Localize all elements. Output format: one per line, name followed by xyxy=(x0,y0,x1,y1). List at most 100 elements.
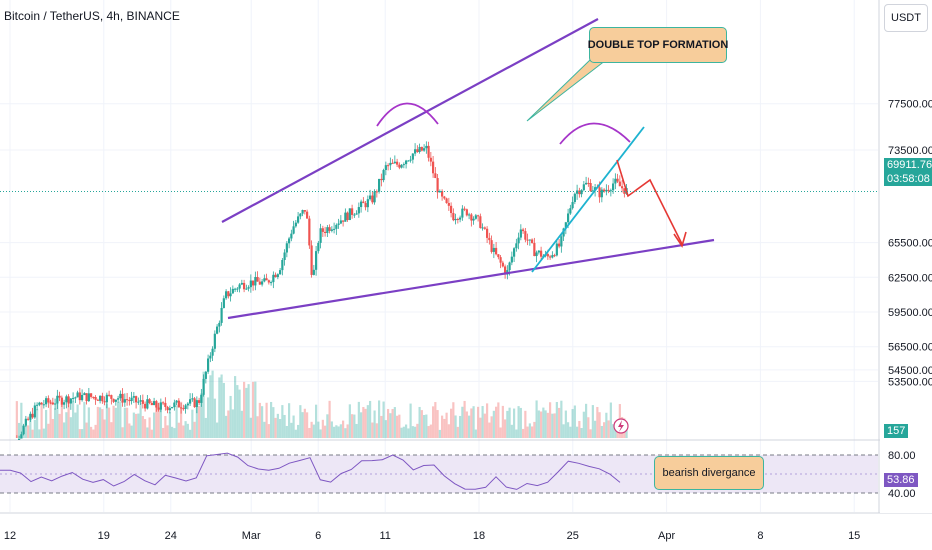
candle-body xyxy=(445,198,448,203)
volume-bar xyxy=(366,405,369,438)
volume-bar xyxy=(609,402,612,438)
volume-bar xyxy=(60,404,63,438)
volume-bar xyxy=(164,416,167,438)
candle-body xyxy=(254,277,257,286)
candle-body xyxy=(299,213,302,217)
volume-bar xyxy=(114,407,117,438)
candle-body xyxy=(112,398,115,402)
candle-body xyxy=(150,402,153,406)
candle-body xyxy=(141,400,144,404)
candle-body xyxy=(400,165,403,168)
candle-body xyxy=(83,393,86,395)
volume-bar xyxy=(537,410,540,438)
volume-bar xyxy=(391,409,394,438)
countdown-tag: 03:58:08 xyxy=(884,172,932,186)
volume-bar xyxy=(501,405,504,438)
currency-button[interactable]: USDT xyxy=(884,4,928,32)
volume-bar xyxy=(499,427,502,438)
candle-body xyxy=(123,399,126,403)
candle-body xyxy=(99,395,102,401)
candle-body xyxy=(378,178,381,192)
candle-body xyxy=(328,227,331,231)
candle-body xyxy=(429,157,432,162)
volume-bar xyxy=(351,414,354,438)
volume-bar xyxy=(31,429,34,438)
price-tick-label: 62500.00 xyxy=(888,272,932,284)
candle-body xyxy=(130,397,133,402)
candle-body xyxy=(319,228,322,243)
volume-bar xyxy=(51,418,54,438)
candle-body xyxy=(434,173,437,179)
candle-body xyxy=(398,164,401,168)
rsi-tag: 53.86 xyxy=(884,473,918,487)
candle-body xyxy=(177,400,180,408)
volume-bar xyxy=(598,412,601,438)
candle-body xyxy=(499,257,502,263)
volume-bar xyxy=(528,423,531,438)
time-tick-label: 18 xyxy=(473,530,485,542)
volume-bar xyxy=(193,421,196,438)
volume-bar xyxy=(387,408,390,438)
candle-body xyxy=(337,223,340,225)
volume-bar xyxy=(238,389,241,438)
candle-body xyxy=(290,233,293,239)
candle-body xyxy=(157,407,160,410)
candle-body xyxy=(101,395,104,402)
candle-body xyxy=(153,401,156,406)
volume-bar xyxy=(555,401,558,438)
chart-title: Bitcoin / TetherUS, 4h, BINANCE xyxy=(4,9,180,23)
candle-body xyxy=(258,281,261,285)
volume-bar xyxy=(261,406,264,438)
candle-body xyxy=(407,160,410,162)
candle-body xyxy=(33,405,36,418)
candle-body xyxy=(551,255,554,258)
volume-bar xyxy=(65,412,68,438)
candle-body xyxy=(272,274,275,283)
volume-bar xyxy=(321,419,324,438)
volume-bar xyxy=(409,403,412,438)
volume-bar xyxy=(398,414,401,438)
bearish-divergence-callout[interactable]: bearish divergance xyxy=(654,456,764,490)
volume-bar xyxy=(504,419,507,438)
lower-trendline xyxy=(227,238,715,320)
candle-body xyxy=(137,401,140,403)
volume-bar xyxy=(67,400,70,438)
volume-bar xyxy=(326,414,329,438)
projection-path xyxy=(616,159,683,245)
candle-body xyxy=(90,393,93,397)
candle-body xyxy=(119,393,122,399)
volume-bar xyxy=(319,429,322,438)
volume-bar xyxy=(470,408,473,438)
candle-body xyxy=(382,170,385,181)
volume-bar xyxy=(562,424,565,438)
volume-bar xyxy=(20,402,23,438)
volume-bar xyxy=(603,422,606,438)
candle-body xyxy=(225,291,228,299)
volume-bar xyxy=(213,398,216,438)
candle-body xyxy=(330,229,333,231)
candle-body xyxy=(618,181,621,187)
candle-body xyxy=(236,288,239,290)
volume-bar xyxy=(240,410,243,438)
upper-trendline xyxy=(221,18,599,223)
double-top-callout[interactable]: DOUBLE TOP FORMATION xyxy=(588,27,728,63)
candle-body xyxy=(576,190,579,194)
volume-bar xyxy=(297,424,300,438)
volume-bar xyxy=(27,425,30,438)
candle-body xyxy=(508,262,511,271)
candle-body xyxy=(148,399,151,403)
volume-bar xyxy=(497,402,500,438)
candle-body xyxy=(146,399,149,409)
candle-body xyxy=(294,222,297,227)
volume-bar xyxy=(571,409,574,438)
candle-body xyxy=(96,399,99,401)
volume-bar xyxy=(24,423,27,438)
volume-bar xyxy=(299,405,302,438)
volume-bar xyxy=(560,400,563,438)
candle-body xyxy=(171,407,174,409)
candle-body xyxy=(317,242,320,252)
candle-body xyxy=(42,404,45,406)
candle-body xyxy=(416,149,419,152)
candle-body xyxy=(360,201,363,208)
volume-bar xyxy=(243,381,246,438)
